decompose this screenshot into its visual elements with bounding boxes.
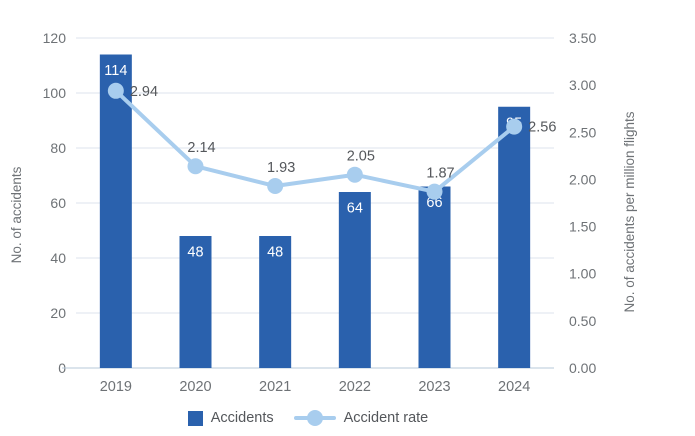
accidents-bar-2020	[179, 236, 212, 368]
legend: Accidents Accident rate	[62, 406, 554, 430]
right-axis-tick-label: 1.00	[569, 266, 596, 282]
legend-square-icon	[187, 410, 203, 426]
legend-label: Accident rate	[343, 410, 429, 426]
bar-value-label: 64	[347, 201, 363, 217]
accident-rate-point-2019	[107, 82, 124, 99]
accident-rate-point-2020	[187, 158, 204, 175]
legend-line-dot-icon	[293, 410, 336, 427]
x-axis-tick-label: 2019	[100, 379, 132, 395]
accident-rate-value-label: 2.94	[130, 84, 158, 100]
accident-rate-point-2022	[346, 166, 363, 183]
accidents-bar-2024	[498, 106, 531, 368]
x-axis-tick-label: 2021	[259, 379, 291, 395]
accident-rate-point-2024	[506, 118, 523, 135]
right-axis-tick-label: 3.00	[569, 77, 596, 93]
left-axis-tick-label: 40	[50, 250, 66, 266]
accident-rate-value-label: 2.56	[528, 120, 556, 136]
x-axis-tick-label: 2024	[498, 379, 530, 395]
right-axis-title: No. of accidents per million flights	[622, 111, 637, 312]
left-axis-tick-label: 100	[43, 85, 67, 101]
accident-rate-point-2023	[426, 183, 443, 200]
bar-value-label: 48	[267, 245, 283, 261]
right-axis-tick-label: 3.50	[569, 30, 596, 46]
accidents-bar-2019	[99, 54, 132, 368]
right-axis-tick-label: 1.50	[569, 219, 596, 235]
accident-rate-value-label: 2.05	[347, 149, 375, 165]
left-axis-tick-label: 80	[50, 140, 66, 156]
accidents-bar-2021	[259, 236, 292, 368]
left-axis-tick-label: 20	[50, 305, 66, 321]
legend-item-accident-rate: Accident rate	[293, 410, 429, 427]
accident-rate-point-2021	[267, 178, 284, 195]
accidents-bar-2023	[418, 186, 451, 368]
right-axis-tick-label: 0.00	[569, 360, 596, 376]
legend-label: Accidents	[210, 410, 274, 426]
right-axis-tick-label: 0.50	[569, 313, 596, 329]
left-axis-title: No. of accidents	[9, 166, 24, 263]
accident-rate-value-label: 2.14	[187, 140, 215, 156]
bar-value-label: 48	[187, 245, 203, 261]
accidents-bar-2022	[338, 192, 371, 368]
x-axis-tick-label: 2023	[418, 379, 450, 395]
bar-value-label: 114	[104, 63, 127, 79]
accident-rate-value-label: 1.87	[426, 166, 454, 182]
legend-dot-icon	[306, 410, 323, 426]
right-axis-tick-label: 2.50	[569, 124, 596, 140]
legend-item-accidents: Accidents	[187, 410, 274, 426]
x-axis-tick-label: 2020	[179, 379, 211, 395]
left-axis-tick-label: 60	[50, 195, 66, 211]
right-axis-tick-label: 2.00	[569, 171, 596, 187]
accident-rate-line	[113, 88, 517, 194]
bar-value-label: 66	[426, 195, 442, 211]
accident-rate-value-label: 1.93	[267, 160, 295, 176]
x-axis-tick-label: 2022	[339, 379, 371, 395]
left-axis-tick-label: 120	[43, 30, 67, 46]
